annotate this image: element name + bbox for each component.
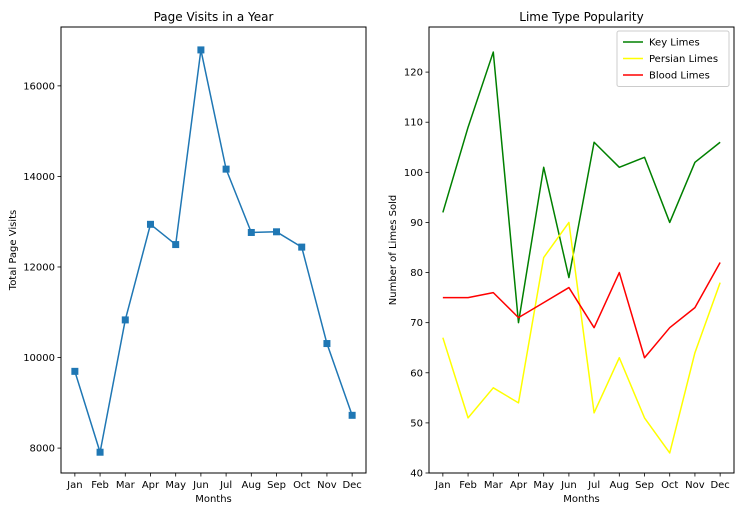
- lime-popularity-y-axis-label: Number of Limes Sold: [388, 195, 399, 305]
- lime-popularity-persian-limes-line: [442, 221, 721, 454]
- page-visits-data-point: [96, 448, 104, 456]
- page-visits-data-point: [273, 228, 281, 236]
- lime-popularity-legend: Key Limes Persian Limes Blood Limes: [616, 30, 730, 87]
- lime-popularity-x-tick-label: Mar: [484, 480, 504, 491]
- lime-popularity-legend-label-persian-limes: Persian Limes: [649, 54, 718, 65]
- page-visits-y-ticks: 8000 10000 12000 14000 16000: [23, 81, 61, 455]
- page-visits-x-tick-label: Aug: [242, 480, 262, 491]
- page-visits-data-point: [146, 220, 154, 228]
- lime-popularity-key-limes-line: [442, 51, 721, 324]
- page-visits-data-point: [247, 228, 255, 236]
- lime-popularity-y-ticks: 40 50 60 70 80 90 100 110 120: [404, 68, 429, 480]
- page-visits-x-axis-label: Months: [195, 494, 232, 505]
- lime-popularity-x-ticks: Jan Feb Mar Apr May Jun Jul Aug Sep Oct Nov Dec: [434, 473, 730, 491]
- page-visits-x-tick-label: Apr: [142, 480, 160, 491]
- page-visits-series-0-line: [74, 49, 353, 453]
- lime-popularity-y-tick-label: 70: [410, 318, 423, 329]
- lime-popularity-legend-label-blood-limes: Blood Limes: [649, 71, 710, 82]
- page-visits-data-point: [348, 411, 356, 419]
- lime-popularity-x-tick-label: Jan: [434, 480, 450, 491]
- page-visits-x-tick-label: Feb: [91, 480, 109, 491]
- lime-popularity-x-tick-label: Apr: [510, 480, 528, 491]
- page-visits-y-tick-label: 10000: [23, 353, 55, 364]
- lime-popularity-axes-frame: [428, 26, 735, 474]
- lime-popularity-y-tick-label: 90: [410, 218, 423, 229]
- lime-popularity-y-tick-label: 40: [410, 469, 423, 480]
- page-visits-y-tick-label: 16000: [23, 81, 55, 92]
- page-visits-y-tick-label: 14000: [23, 172, 55, 183]
- page-visits-x-tick-label: Sep: [267, 480, 286, 491]
- page-visits-data-point: [197, 46, 205, 54]
- lime-popularity-x-tick-label: Jun: [560, 480, 577, 491]
- page-visits-data-point: [323, 340, 331, 348]
- lime-popularity-x-tick-label: Jul: [587, 480, 600, 491]
- lime-popularity-y-tick-label: 50: [410, 418, 423, 429]
- page-visits-chart: Page Visits in a Year Months Total Page …: [8, 10, 367, 505]
- page-visits-data-point: [121, 316, 129, 324]
- page-visits-x-tick-label: Nov: [317, 480, 337, 491]
- lime-popularity-x-tick-label: Dec: [710, 480, 729, 491]
- lime-popularity-series: [442, 51, 721, 454]
- lime-popularity-x-tick-label: Aug: [610, 480, 630, 491]
- page-visits-x-tick-label: Jul: [219, 480, 232, 491]
- lime-popularity-x-tick-label: Oct: [661, 480, 678, 491]
- lime-popularity-y-tick-label: 80: [410, 268, 423, 279]
- page-visits-data-point: [71, 367, 79, 375]
- page-visits-x-tick-label: Dec: [342, 480, 361, 491]
- lime-popularity-y-tick-label: 60: [410, 368, 423, 379]
- lime-popularity-chart: Lime Type Popularity Months Number of Li…: [388, 10, 735, 505]
- page-visits-x-tick-label: Jan: [66, 480, 82, 491]
- lime-popularity-y-tick-label: 100: [404, 168, 423, 179]
- page-visits-title: Page Visits in a Year: [154, 10, 274, 24]
- page-visits-data-point: [222, 165, 230, 173]
- page-visits-x-tick-label: Oct: [293, 480, 310, 491]
- page-visits-y-axis-label: Total Page Visits: [8, 210, 19, 291]
- lime-popularity-legend-box: [616, 30, 730, 87]
- lime-popularity-x-tick-label: Nov: [685, 480, 705, 491]
- page-visits-y-tick-label: 8000: [30, 444, 55, 455]
- lime-popularity-x-tick-label: Feb: [459, 480, 477, 491]
- lime-popularity-x-tick-label: May: [533, 480, 554, 491]
- page-visits-x-tick-label: Mar: [116, 480, 136, 491]
- lime-popularity-x-axis-label: Months: [563, 494, 600, 505]
- page-visits-data-point: [172, 241, 180, 249]
- lime-popularity-legend-label-key-limes: Key Limes: [649, 38, 700, 49]
- lime-popularity-blood-limes-line: [442, 262, 721, 359]
- page-visits-y-tick-label: 12000: [23, 262, 55, 273]
- lime-popularity-y-tick-label: 110: [404, 118, 423, 129]
- page-visits-series: [71, 46, 356, 456]
- lime-popularity-x-tick-label: Sep: [635, 480, 654, 491]
- page-visits-x-ticks: Jan Feb Mar Apr May Jun Jul Aug Sep Oct Nov Dec: [66, 473, 362, 491]
- lime-popularity-title: Lime Type Popularity: [519, 10, 643, 24]
- page-visits-x-tick-label: May: [165, 480, 186, 491]
- page-visits-data-point: [298, 243, 306, 251]
- page-visits-x-tick-label: Jun: [192, 480, 209, 491]
- lime-popularity-y-tick-label: 120: [404, 68, 423, 79]
- page-visits-axes-frame: [60, 26, 367, 474]
